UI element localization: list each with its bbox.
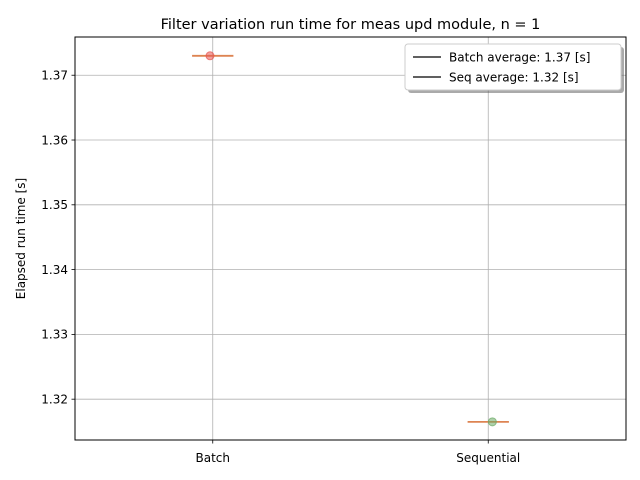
- legend-entries: Batch average: 1.37 [s] Seq average: 1.32…: [413, 50, 590, 84]
- axes-frame: [74, 36, 627, 441]
- x-tick-label: Sequential: [456, 451, 520, 465]
- y-tick-label: 1.32: [41, 392, 68, 406]
- legend-box: [404, 43, 622, 91]
- legend-label: Batch average: 1.37 [s]: [449, 50, 590, 64]
- data-point: [487, 417, 497, 427]
- plot-marks: [192, 51, 509, 427]
- y-tick-label: 1.37: [41, 69, 68, 83]
- ticks: 1.32 1.33 1.34 1.35 1.36 1.37 Batch Sequential: [41, 69, 520, 465]
- legend-label: Seq average: 1.32 [s]: [449, 70, 579, 84]
- y-tick-label: 1.33: [41, 328, 68, 342]
- y-tick-label: 1.35: [41, 198, 68, 212]
- y-axis-label: Elapsed run time [s]: [14, 178, 28, 299]
- data-point: [205, 51, 215, 61]
- chart-title: Filter variation run time for meas upd m…: [161, 17, 541, 33]
- y-tick-label: 1.34: [41, 263, 68, 277]
- x-tick-label: Batch: [196, 451, 231, 465]
- legend: Batch average: 1.37 [s] Seq average: 1.32…: [404, 43, 624, 93]
- y-tick-label: 1.36: [41, 133, 68, 147]
- grid: [75, 37, 626, 440]
